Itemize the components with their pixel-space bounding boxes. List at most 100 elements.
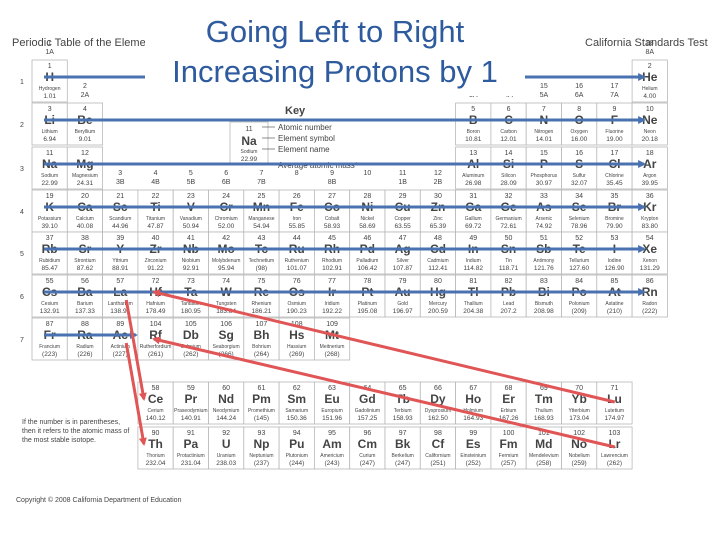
atomic-number: 53 — [611, 235, 619, 242]
key-label: Key — [285, 105, 306, 117]
atomic-mass: (268) — [324, 351, 339, 358]
atomic-number: 62 — [293, 385, 301, 392]
atomic-number: 12 — [81, 150, 89, 157]
group-label: 8A — [645, 49, 654, 56]
element-name: Thulium — [535, 408, 553, 414]
element-name: Radium — [76, 344, 93, 350]
element-name: Bromine — [605, 216, 624, 222]
element-symbol: Ar — [643, 157, 657, 171]
group-number: 16 — [575, 83, 583, 90]
element-cell-border — [208, 381, 245, 425]
element-cell-border — [278, 274, 315, 318]
element-name: Argon — [643, 173, 657, 179]
period-number: 3 — [20, 166, 24, 173]
atomic-mass: 132.91 — [40, 308, 60, 315]
element-cell-border — [66, 231, 104, 275]
period-number: 5 — [20, 251, 24, 258]
atomic-number: 32 — [505, 193, 513, 200]
element-symbol: Lr — [608, 437, 620, 451]
atomic-number: 98 — [434, 430, 442, 437]
group-label: 5A — [540, 92, 549, 99]
atomic-number: 35 — [611, 193, 619, 200]
atomic-number: 29 — [399, 193, 407, 200]
atomic-number: 94 — [293, 430, 301, 437]
element-cell-border — [172, 231, 209, 275]
atomic-number: 21 — [116, 193, 124, 200]
element-cell-border — [455, 231, 492, 275]
atomic-number: 51 — [540, 235, 548, 242]
atomic-mass: 196.97 — [393, 308, 413, 315]
key-element-symbol: Element symbol — [278, 134, 335, 143]
element-name: Boron — [467, 129, 481, 135]
element-name: Seaborgium — [213, 344, 240, 350]
atomic-number: 70 — [575, 385, 583, 392]
atomic-number: 19 — [46, 193, 54, 200]
atomic-mass: (227) — [113, 351, 128, 358]
element-name: Nickel — [361, 216, 375, 222]
atomic-number: 20 — [81, 193, 89, 200]
element-cell-border — [631, 274, 668, 318]
atomic-number: 48 — [434, 235, 442, 242]
atomic-mass: 183.84 — [216, 308, 236, 315]
atomic-number: 83 — [540, 278, 548, 285]
atomic-number: 45 — [328, 235, 336, 242]
atomic-number: 85 — [611, 278, 619, 285]
element-cell-border — [208, 426, 245, 470]
atomic-mass: 6.94 — [43, 136, 56, 143]
element-name: Phosphorus — [531, 173, 558, 179]
element-cell-v: 23VVanadium50.94 — [172, 189, 209, 233]
key-example-symbol: Na — [241, 134, 257, 148]
element-cell-f: 9FFluorine19.00 — [596, 102, 633, 146]
element-cell-border — [66, 274, 104, 318]
atomic-number: 89 — [116, 321, 124, 328]
element-name: Uranium — [217, 453, 236, 459]
element-name: Mercury — [429, 301, 448, 307]
element-name: Lithium — [42, 129, 58, 135]
group-number: 5 — [189, 170, 193, 177]
element-cell-border — [31, 317, 68, 361]
element-name: Krypton — [641, 216, 658, 222]
element-cell-border — [631, 146, 668, 190]
group-number: 15 — [540, 83, 548, 90]
element-cell-border — [66, 317, 104, 361]
element-symbol: Pr — [185, 392, 198, 406]
atomic-mass: 92.91 — [183, 265, 200, 272]
atomic-number: 37 — [46, 235, 54, 242]
atomic-mass: 85.47 — [42, 265, 59, 272]
atomic-number: 10 — [646, 106, 654, 113]
element-cell-border — [313, 231, 351, 275]
atomic-mass: 58.69 — [359, 223, 376, 230]
element-cell-border — [31, 189, 68, 233]
key-example-mass: 22.99 — [241, 156, 258, 163]
atomic-number: 34 — [575, 193, 583, 200]
element-cell-border — [631, 59, 668, 103]
element-symbol: Bh — [253, 328, 269, 342]
element-name: Holmium — [463, 408, 483, 414]
element-cell-db: 105DbDubnium(262) — [172, 317, 209, 361]
group-label: 8B — [328, 179, 337, 186]
group-label: 2A — [81, 92, 90, 99]
element-name: Germanium — [495, 216, 521, 222]
element-cell-border — [561, 231, 598, 275]
atomic-mass: (244) — [289, 460, 304, 467]
element-name: Helium — [642, 86, 658, 92]
atomic-number: 4 — [83, 106, 87, 113]
element-cell-border — [525, 189, 562, 233]
lu-to-hf-arrow — [151, 289, 616, 404]
atomic-number: 93 — [258, 430, 266, 437]
